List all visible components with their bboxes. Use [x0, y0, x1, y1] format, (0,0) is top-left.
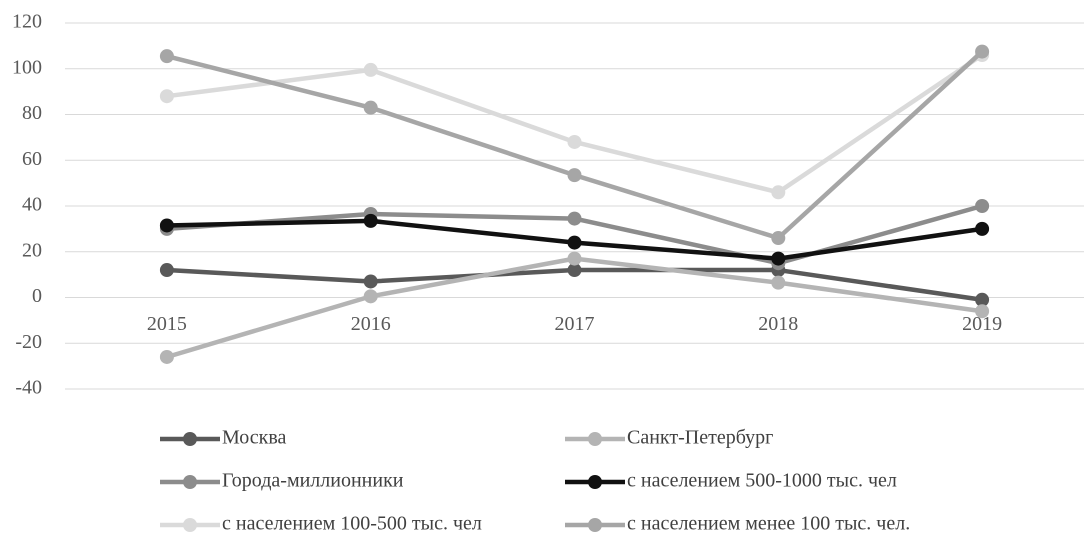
x-tick-label: 2017	[555, 313, 595, 335]
series-marker	[363, 274, 378, 289]
series-marker	[159, 349, 174, 364]
series-marker	[363, 289, 378, 304]
legend-label: Москва	[222, 427, 287, 449]
series-marker	[363, 62, 378, 77]
legend-label: с населением 500-1000 тыс. чел	[627, 470, 897, 492]
y-tick-label: -40	[15, 377, 42, 399]
y-tick-label: 0	[32, 285, 42, 307]
series-marker	[567, 251, 582, 266]
series-marker	[363, 213, 378, 228]
series-marker	[975, 304, 990, 319]
series-marker	[159, 263, 174, 278]
series-marker	[567, 134, 582, 149]
y-tick-label: 100	[12, 56, 42, 78]
legend-marker	[588, 518, 602, 532]
series-marker	[567, 168, 582, 183]
legend-marker	[183, 432, 197, 446]
x-tick-label: 2016	[351, 313, 391, 335]
series-marker	[567, 263, 582, 278]
series-marker	[567, 235, 582, 250]
y-tick-label: -20	[15, 331, 42, 353]
legend: Москва Санкт-Петербург Города-миллионники с…	[160, 427, 910, 533]
series-marker	[975, 44, 990, 59]
legend-label: с населением 100-500 тыс. чел	[222, 513, 482, 533]
legend-marker	[588, 432, 602, 446]
series-marker	[771, 231, 786, 246]
x-tick-label: 2018	[758, 313, 798, 335]
legend-marker	[588, 475, 602, 489]
y-tick-label: 20	[22, 239, 42, 261]
legend-marker	[183, 518, 197, 532]
series-marker	[975, 199, 990, 213]
series-marker	[771, 251, 786, 266]
series-marker	[159, 49, 174, 64]
x-tick-label: 2019	[962, 313, 1002, 335]
series-marker	[567, 211, 582, 226]
legend-label: Города-миллионники	[222, 470, 404, 492]
legend-marker	[183, 475, 197, 489]
series-marker	[975, 292, 990, 307]
legend-label: Санкт-Петербург	[627, 427, 773, 449]
series-marker	[975, 221, 990, 236]
legend-label: с населением менее 100 тыс. чел.	[627, 513, 910, 533]
y-tick-label: 60	[22, 148, 42, 170]
series-marker	[159, 89, 174, 104]
series-marker	[159, 218, 174, 233]
series-marker	[771, 275, 786, 290]
series-marker	[363, 100, 378, 115]
y-tick-label: 80	[22, 102, 42, 124]
y-tick-label: 120	[12, 11, 42, 33]
x-tick-label: 2015	[147, 313, 187, 335]
y-tick-label: 40	[22, 194, 42, 216]
series-marker	[771, 185, 786, 200]
